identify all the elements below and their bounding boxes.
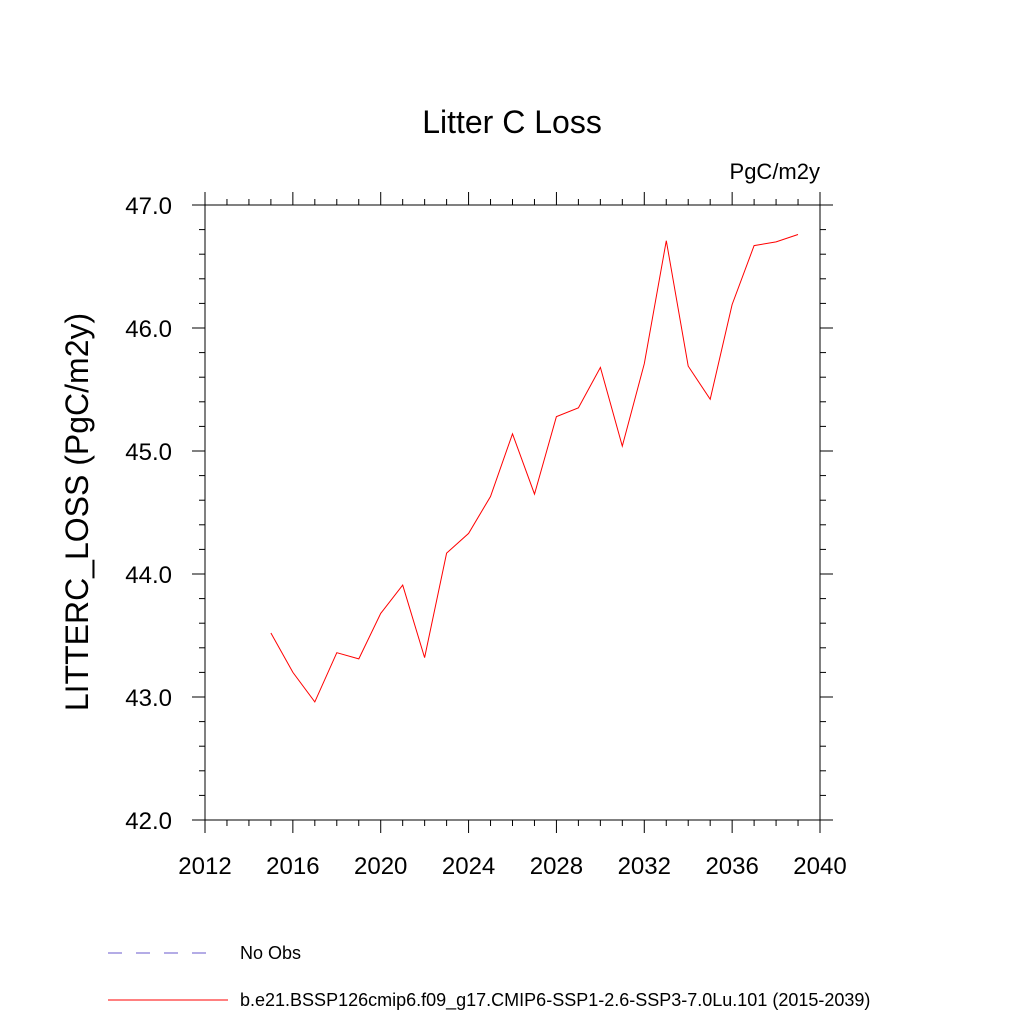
x-tick-label: 2028 <box>530 853 583 880</box>
x-tick-label: 2024 <box>442 853 495 880</box>
y-axis-label: LITTERC_LOSS (PgC/m2y) <box>59 313 95 711</box>
x-tick-label: 2036 <box>705 853 758 880</box>
series-line <box>270 234 799 703</box>
y-tick-label: 47.0 <box>125 193 172 220</box>
x-tick-label: 2040 <box>793 853 846 880</box>
y-tick-label: 46.0 <box>125 316 172 343</box>
series-layer <box>270 234 799 703</box>
legend-label-model: b.e21.BSSP126cmip6.f09_g17.CMIP6-SSP1-2.… <box>240 990 870 1011</box>
units-label: PgC/m2y <box>730 159 820 184</box>
x-tick-label: 2020 <box>354 853 407 880</box>
x-tick-label: 2032 <box>618 853 671 880</box>
x-axis-ticks: 2012 2016 2020 2024 2028 2032 2036 2040 <box>178 192 847 880</box>
chart-title: Litter C Loss <box>422 104 602 140</box>
plot-frame <box>204 204 821 821</box>
y-tick-label: 43.0 <box>125 685 172 712</box>
legend: No Obs b.e21.BSSP126cmip6.f09_g17.CMIP6-… <box>108 943 870 1011</box>
y-axis-ticks: 42.0 43.0 44.0 45.0 46.0 47.0 <box>125 193 833 835</box>
x-tick-label: 2012 <box>178 853 231 880</box>
y-tick-label: 42.0 <box>125 808 172 835</box>
x-tick-label: 2016 <box>266 853 319 880</box>
minor-ticks <box>199 199 826 826</box>
legend-label-no-obs: No Obs <box>240 943 301 963</box>
y-tick-label: 45.0 <box>125 439 172 466</box>
y-tick-label: 44.0 <box>125 562 172 589</box>
